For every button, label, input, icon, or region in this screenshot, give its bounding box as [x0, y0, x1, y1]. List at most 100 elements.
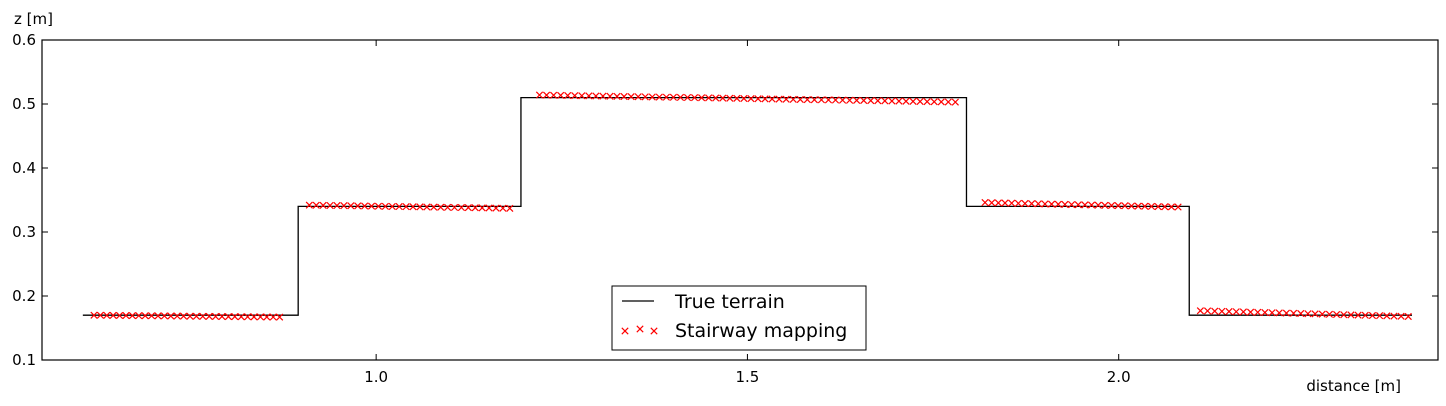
y-tick-label: 0.5: [12, 95, 36, 113]
stairway-mapping-point: [1361, 311, 1369, 319]
stairway-mapping-point: [135, 312, 143, 320]
x-axis-label: distance [m]: [1306, 377, 1401, 395]
stairway-mapping-point: [902, 97, 910, 105]
stairway-mapping-point: [817, 96, 826, 104]
stairway-mapping-point: [1134, 202, 1142, 210]
stairway-mapping-point: [733, 94, 741, 103]
stairway-mapping-point: [1141, 202, 1149, 210]
stairway-mapping-point: [1218, 307, 1226, 315]
stairway-mapping-point: [122, 311, 130, 320]
stairway-mapping-point: [1368, 311, 1377, 320]
stairway-mapping-point: [402, 203, 410, 211]
stairway-mapping-point: [464, 204, 472, 212]
stairway-mapping-point: [361, 202, 369, 210]
stairway-mapping-point: [796, 95, 804, 104]
stairway-mapping-point: [1325, 310, 1334, 318]
stairway-mapping-point: [988, 199, 996, 207]
stairway-mapping-point: [192, 312, 201, 320]
stairway-mapping-point: [1232, 308, 1240, 316]
stairway-mapping-point: [994, 199, 1002, 207]
stairway-mapping-point: [128, 311, 137, 320]
stairway-mapping-point: [109, 311, 117, 320]
stairway-mapping-point: [1347, 311, 1355, 319]
stairway-mapping-point: [1041, 200, 1049, 208]
legend-marker-swatch: [621, 325, 658, 335]
stairway-mapping-point: [409, 203, 417, 211]
stairway-mapping-point: [1318, 310, 1326, 318]
stairway-mapping-point: [1383, 312, 1391, 320]
stairway-mapping-point: [1154, 202, 1162, 211]
stairway-mapping-point: [747, 94, 755, 103]
stairway-mapping-point: [1061, 200, 1069, 209]
stairway-mapping-point: [1161, 203, 1169, 211]
stairway-mapping-point: [719, 94, 727, 102]
stairway-mapping-point: [867, 97, 875, 105]
stairway-mapping-point: [160, 312, 169, 320]
stairway-mapping-point: [845, 96, 854, 104]
stairway-mapping-point: [648, 93, 656, 101]
y-tick-label: 0.2: [12, 287, 36, 305]
stairway-mapping-point: [211, 312, 220, 321]
stairway-mapping-point: [147, 312, 156, 320]
x-tick-label: 1.5: [735, 368, 759, 386]
stairway-mapping-point: [1021, 199, 1029, 208]
stairway-mapping-point: [1203, 307, 1212, 315]
stairway-mapping-point: [874, 97, 882, 105]
legend-label-stairway-mapping: Stairway mapping: [675, 320, 847, 342]
stairway-mapping-point: [1028, 200, 1036, 208]
stairway-mapping-point: [676, 93, 685, 102]
y-axis-label: z [m]: [14, 10, 53, 28]
stairway-mapping-point: [683, 93, 692, 102]
stairway-mapping-point: [90, 311, 98, 319]
y-tick-label: 0.6: [12, 31, 36, 49]
stairway-mapping-point: [768, 95, 776, 103]
stairway-mapping-point: [1390, 312, 1398, 320]
stairway-mapping-point: [395, 202, 403, 211]
stairway-mapping-point: [179, 312, 188, 320]
stairway-mapping-point: [930, 98, 938, 106]
stairway-mapping-point: [613, 92, 621, 100]
stairway-mapping-point: [1404, 312, 1412, 321]
stairway-mapping-point: [1034, 200, 1042, 208]
stairway-mapping-point: [655, 93, 663, 101]
legend-x-marker: [650, 327, 658, 335]
stairway-mapping-point: [103, 311, 111, 319]
stairway-mapping-point: [578, 92, 586, 100]
stairway-mapping-point: [831, 96, 840, 104]
stairway-mapping-point: [1008, 199, 1016, 207]
stairway-mapping-point: [1254, 308, 1262, 316]
stairway-mapping-point: [333, 201, 341, 210]
stairway-mapping-point: [740, 94, 748, 103]
stairway-mapping-point: [726, 94, 734, 102]
stairway-mapping-point: [154, 312, 162, 320]
stairway-mapping-point: [450, 203, 459, 212]
stairway-mapping-point: [1268, 309, 1276, 317]
stairway-mapping-point: [838, 96, 847, 104]
stairway-mapping-point: [1127, 202, 1136, 210]
legend-x-marker: [636, 325, 644, 333]
stairway-mapping-point: [256, 313, 265, 321]
legend-x-marker: [621, 327, 629, 335]
stairway-mapping-point: [115, 311, 124, 320]
stairway-mapping-point: [937, 98, 945, 106]
stairway-mapping-point: [690, 94, 699, 102]
stairway-mapping-point: [1001, 199, 1009, 207]
stairway-mapping-point: [263, 313, 271, 321]
stairway-mapping-point: [697, 94, 706, 102]
stairway-mapping-point: [250, 313, 258, 321]
stairway-mapping-point: [1225, 307, 1233, 316]
stairway-mapping-point: [782, 95, 790, 103]
stairway-mapping-point: [423, 203, 431, 211]
stairway-mapping-point: [1282, 309, 1291, 317]
stairway-mapping-point: [1239, 308, 1248, 316]
stairway-mapping-point: [916, 97, 924, 106]
stairway-mapping-point: [471, 204, 479, 212]
stairway-mapping-point: [881, 97, 889, 105]
stairway-mapping-point: [478, 204, 486, 212]
stairway-mapping-point: [199, 312, 207, 320]
stairway-mapping-point: [895, 97, 903, 105]
stairway-mapping-point: [1261, 308, 1269, 317]
stairway-mapping-point: [1114, 202, 1122, 210]
stairway-mapping-point: [312, 201, 320, 209]
y-tick-label: 0.4: [12, 159, 36, 177]
